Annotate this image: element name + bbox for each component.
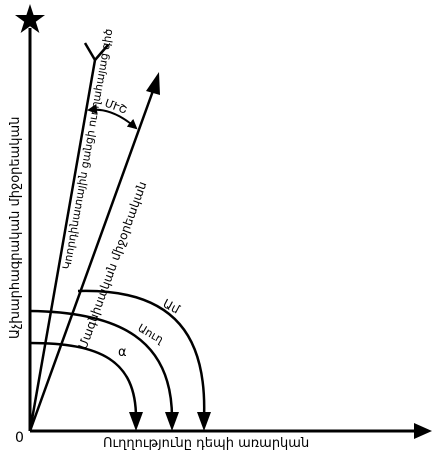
x-axis-label: Ուղղությունը դեպի առարկան [103,436,309,451]
fork-icon [83,42,109,61]
magnetic-arrow [146,72,160,95]
star-icon [15,4,45,33]
arc-inner-arrow [129,412,143,431]
arc-outer-arrow [197,412,211,431]
y-axis-label: Աչխարհագրական միջօրեական [8,117,23,339]
arc-outer-label: Ամ [161,296,183,316]
grid-north-label: Կոորդինատային ցանցի ուղղահայաց գիծ [60,28,115,271]
arc-inner-label: α [118,345,127,360]
arc-middle-label: Աուղ [136,321,167,346]
arc-inner [29,341,138,419]
arc-outer [77,289,206,419]
arc-middle-arrow [165,412,179,431]
origin-label: 0 [15,430,24,446]
arc-middle [29,309,174,419]
magnetic-meridian-line [28,87,156,432]
x-axis-arrow [414,423,432,439]
grid-north-line [28,59,97,432]
